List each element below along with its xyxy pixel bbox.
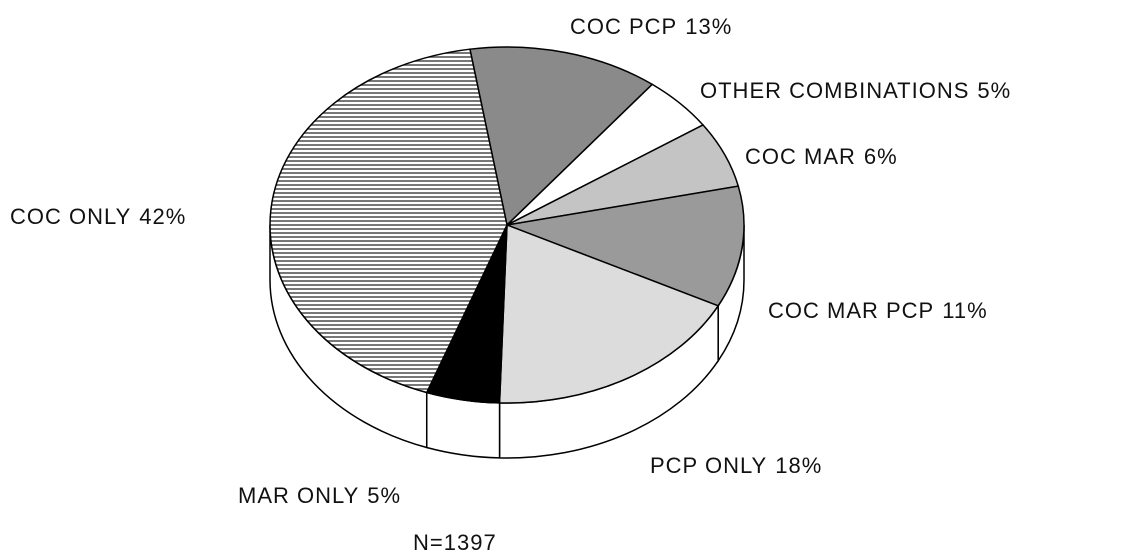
slice-value-label: 6% bbox=[864, 144, 898, 169]
slice-category: COC MAR PCP bbox=[768, 298, 934, 323]
slice-value-label: 5% bbox=[367, 483, 401, 508]
slice-label: COC ONLY 42% bbox=[10, 204, 186, 229]
slice-category: COC PCP bbox=[570, 14, 677, 39]
slice-category: COC ONLY bbox=[10, 204, 131, 229]
pie-slice bbox=[498, 223, 720, 404]
slice-value-label: 18% bbox=[775, 453, 822, 478]
pie-slice bbox=[504, 185, 745, 307]
slice-label: COC MAR PCP 11% bbox=[768, 298, 988, 323]
slice-value-label: 13% bbox=[685, 14, 732, 39]
annotation: N=1397 bbox=[413, 530, 497, 555]
slice-value-label: 5% bbox=[977, 78, 1011, 103]
slice-value-label: 11% bbox=[942, 298, 987, 323]
pie-slice bbox=[269, 48, 508, 394]
pie-slice bbox=[469, 46, 654, 227]
slice-label: MAR ONLY 5% bbox=[238, 483, 401, 508]
slice-label: COC MAR 6% bbox=[745, 144, 898, 169]
pie-tops bbox=[269, 46, 745, 404]
slice-label: OTHER COMBINATIONS 5% bbox=[700, 78, 1011, 103]
slice-label: COC PCP 13% bbox=[570, 14, 732, 39]
slice-category: PCP ONLY bbox=[650, 453, 767, 478]
slice-category: COC MAR bbox=[745, 144, 856, 169]
slice-category: OTHER COMBINATIONS bbox=[700, 78, 969, 103]
slice-category: MAR ONLY bbox=[238, 483, 359, 508]
labels: COC PCP 13%OTHER COMBINATIONS 5%COC MAR 6%C… bbox=[10, 14, 1011, 508]
slice-label: PCP ONLY 18% bbox=[650, 453, 822, 478]
slice-value-label: 42% bbox=[139, 204, 186, 229]
